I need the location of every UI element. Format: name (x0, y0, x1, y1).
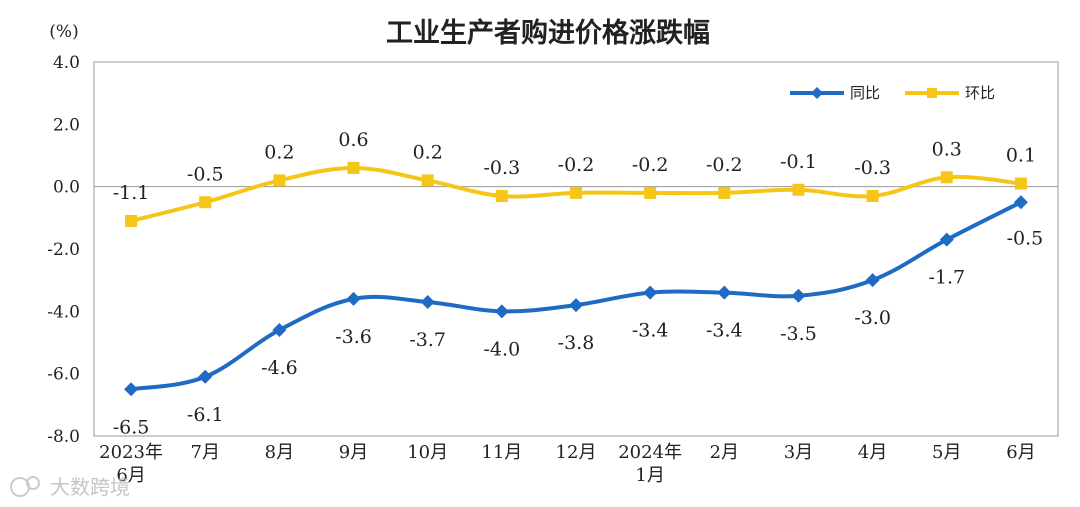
point-marker (718, 186, 731, 199)
x-tick-label: 2024年 (618, 442, 682, 463)
x-tick-label: 2月 (710, 442, 739, 463)
point-marker (124, 382, 139, 397)
point-marker (272, 323, 287, 338)
data-label-mom: -1.1 (113, 182, 150, 204)
y-tick-label: -4.0 (47, 302, 80, 322)
data-label-mom: -0.2 (558, 154, 595, 176)
data-label-mom: 0.1 (1006, 145, 1036, 167)
data-label-mom: -0.2 (632, 154, 669, 176)
data-label-yoy: -6.1 (187, 404, 224, 426)
legend-label: 环比 (965, 84, 995, 102)
point-marker (421, 174, 434, 187)
watermark-icon-2 (26, 476, 40, 490)
point-marker (1014, 177, 1027, 190)
point-marker (939, 232, 954, 247)
y-tick-label: -2.0 (47, 240, 80, 260)
legend-marker (811, 87, 823, 99)
data-label-yoy: -4.6 (261, 357, 298, 379)
point-marker (1013, 195, 1028, 210)
point-marker (273, 174, 286, 187)
data-label-yoy: -3.4 (706, 320, 743, 342)
x-tick-label: 2023年 (99, 442, 163, 463)
data-label-mom: -0.3 (484, 157, 521, 179)
x-tick-label: 5月 (932, 442, 961, 463)
y-tick-label: 0.0 (53, 178, 80, 198)
point-marker (199, 196, 212, 209)
point-marker (125, 214, 138, 227)
point-marker (792, 183, 805, 196)
data-label-mom: -0.2 (706, 154, 743, 176)
y-tick-label: -8.0 (47, 427, 80, 447)
point-marker (198, 369, 213, 384)
point-marker (570, 186, 582, 199)
data-label-mom: 0.2 (264, 141, 294, 163)
data-label-mom: -0.3 (854, 157, 891, 179)
x-tick-label: 4月 (858, 442, 887, 463)
data-label-mom: 0.2 (413, 141, 443, 163)
data-labels: -1.1 -0.5 0.2 0.6 0.2 -0.3 -0.2 -0.2 -0.2 -0.1 -0.… (113, 129, 1043, 438)
legend-marker (927, 88, 937, 98)
data-label-yoy: -0.5 (1007, 227, 1044, 249)
data-label-yoy: -3.0 (854, 307, 891, 329)
watermark: 大数跨境 (10, 475, 130, 499)
data-label-yoy: -3.8 (558, 332, 595, 354)
x-tick-label: 3月 (784, 442, 813, 463)
point-marker (494, 304, 509, 319)
x-tick-label: 1月 (635, 465, 664, 486)
y-tick-label: -6.0 (47, 365, 80, 385)
data-label-yoy: -6.5 (113, 416, 150, 438)
x-tick-label: 9月 (339, 442, 368, 463)
point-marker (866, 190, 879, 203)
y-axis-ticks: 4.0 2.0 0.0 -2.0 -4.0 -6.0 -8.0 (47, 53, 80, 447)
legend: 同比 环比 (790, 84, 995, 102)
x-tick-label: 6月 (1006, 442, 1035, 463)
point-marker (643, 285, 658, 300)
x-tick-label: 6月 (116, 465, 145, 486)
watermark-text: 大数跨境 (50, 475, 130, 499)
data-label-mom: -0.5 (187, 163, 224, 185)
watermark-icon (10, 477, 30, 497)
data-label-yoy: -4.0 (484, 338, 521, 360)
x-tick-label: 8月 (265, 442, 294, 463)
data-label-mom: -0.1 (780, 151, 817, 173)
data-label-yoy: -3.6 (335, 326, 372, 348)
data-label-yoy: -3.7 (409, 329, 446, 351)
point-marker (420, 294, 435, 309)
y-tick-label: 4.0 (53, 53, 80, 73)
series-layer (124, 161, 1028, 397)
point-marker (940, 171, 953, 184)
chart-title: 工业生产者购进价格涨跌幅 (386, 18, 710, 49)
point-marker (347, 161, 360, 174)
point-marker (865, 273, 880, 288)
y-tick-label: 2.0 (53, 115, 80, 135)
data-label-mom: 0.3 (932, 138, 962, 160)
point-marker (791, 288, 806, 303)
data-label-yoy: -3.5 (780, 323, 817, 345)
data-label-mom: 0.6 (338, 129, 368, 151)
point-marker (644, 186, 657, 199)
point-marker (495, 190, 508, 203)
point-marker (346, 291, 361, 306)
x-tick-label: 10月 (407, 442, 448, 463)
x-tick-label: 7月 (191, 442, 220, 463)
legend-label: 同比 (850, 84, 880, 102)
y-axis-unit: (%) (49, 22, 78, 42)
point-marker (717, 285, 732, 300)
x-tick-label: 12月 (556, 442, 597, 463)
x-tick-label: 11月 (481, 442, 522, 463)
data-label-yoy: -3.4 (632, 320, 669, 342)
plot-frame (93, 61, 1059, 437)
point-marker (569, 298, 583, 313)
data-label-yoy: -1.7 (928, 267, 965, 289)
